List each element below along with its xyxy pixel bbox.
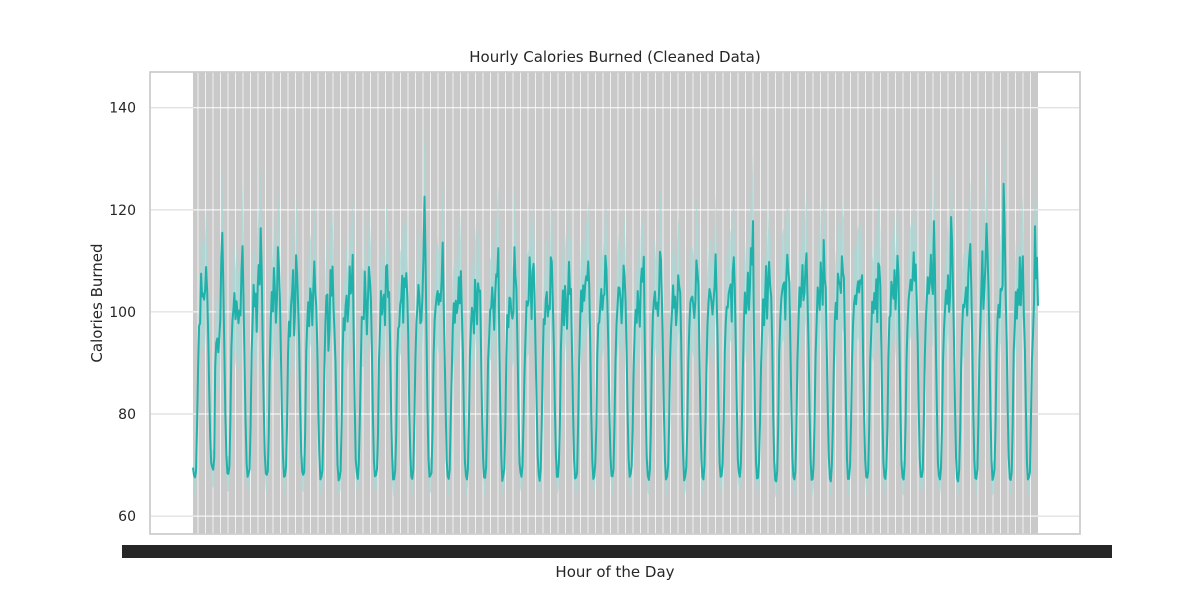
y-tick-label: 100 [109, 305, 136, 321]
y-tick-label: 120 [109, 203, 136, 219]
series-line [192, 182, 1039, 483]
x-axis-label: Hour of the Day [555, 563, 675, 581]
plot-frame [149, 71, 1081, 535]
y-tick-label: 80 [118, 407, 136, 423]
confidence-band [193, 108, 1038, 498]
x-tick-labels-band [122, 545, 1112, 558]
chart-title: Hourly Calories Burned (Cleaned Data) [469, 48, 761, 66]
y-tick-label: 60 [118, 509, 136, 525]
y-tick-label: 140 [109, 101, 136, 117]
y-axis-label: Calories Burned [88, 243, 106, 363]
